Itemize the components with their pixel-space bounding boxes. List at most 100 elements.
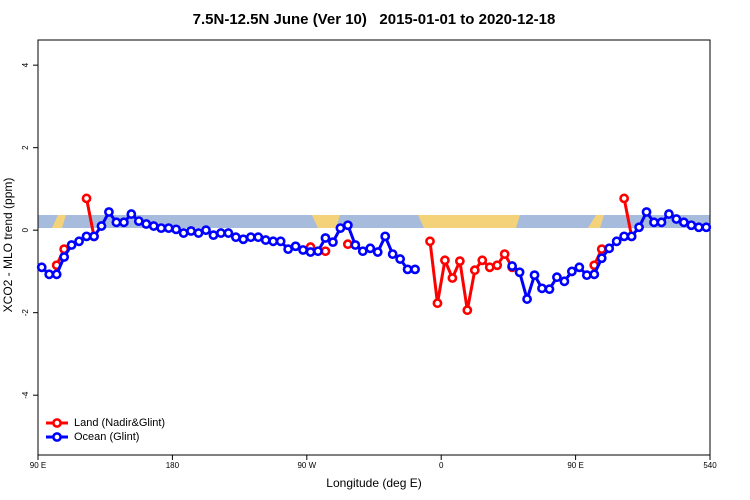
legend-marker bbox=[52, 418, 62, 428]
data-point bbox=[298, 245, 308, 255]
data-point bbox=[693, 222, 704, 233]
series-line bbox=[428, 241, 514, 311]
legend-label: Ocean (Glint) bbox=[74, 431, 139, 443]
data-point bbox=[484, 262, 495, 273]
data-point bbox=[432, 298, 443, 309]
data-point bbox=[320, 233, 331, 243]
data-point bbox=[440, 255, 450, 266]
data-point bbox=[275, 236, 286, 247]
data-point bbox=[357, 246, 368, 257]
series-line bbox=[622, 198, 634, 237]
data-point bbox=[447, 273, 458, 283]
data-point bbox=[514, 267, 525, 278]
data-point bbox=[380, 231, 391, 242]
data-point bbox=[350, 240, 361, 250]
data-point bbox=[230, 232, 241, 243]
data-point bbox=[89, 231, 99, 242]
data-point bbox=[477, 255, 488, 266]
data-point bbox=[335, 223, 346, 234]
y-tick-label: -2 bbox=[21, 309, 30, 317]
data-point bbox=[328, 237, 338, 248]
x-tick-label: 90 E bbox=[567, 461, 583, 470]
data-point bbox=[186, 226, 196, 236]
data-point bbox=[81, 231, 92, 242]
y-axis-label: XCO2 - MLO trend (ppm) bbox=[1, 178, 15, 313]
data-point bbox=[81, 193, 92, 204]
data-point bbox=[104, 207, 114, 217]
data-point bbox=[305, 247, 316, 257]
data-point bbox=[133, 216, 144, 226]
data-point bbox=[522, 294, 532, 304]
data-point bbox=[507, 261, 518, 271]
x-axis-label: Longitude (deg E) bbox=[326, 476, 421, 490]
x-tick-label: 90 E bbox=[30, 461, 46, 470]
data-point bbox=[410, 264, 420, 275]
data-point bbox=[342, 239, 353, 250]
data-point bbox=[604, 243, 615, 254]
data-point bbox=[544, 284, 555, 295]
data-point bbox=[626, 231, 637, 242]
legend-marker bbox=[52, 432, 62, 442]
legend-label: Land (Nadir&Glint) bbox=[74, 417, 165, 429]
data-point bbox=[395, 254, 406, 264]
data-point bbox=[126, 209, 137, 219]
data-point bbox=[74, 236, 84, 247]
data-point bbox=[245, 232, 256, 243]
data-point bbox=[686, 220, 697, 231]
data-point bbox=[193, 228, 204, 238]
data-point bbox=[596, 244, 607, 255]
data-point bbox=[66, 240, 77, 250]
x-tick-label: 180 bbox=[166, 461, 180, 470]
data-point bbox=[141, 219, 152, 229]
data-point bbox=[462, 305, 473, 316]
data-point bbox=[559, 276, 570, 287]
data-point bbox=[320, 246, 331, 257]
data-point bbox=[208, 230, 219, 241]
data-point bbox=[634, 222, 644, 233]
data-point bbox=[156, 223, 167, 234]
data-point bbox=[664, 209, 674, 219]
data-point bbox=[171, 224, 182, 235]
data-point bbox=[611, 236, 622, 247]
data-point bbox=[201, 225, 211, 236]
data-point bbox=[118, 217, 129, 228]
data-point bbox=[581, 270, 592, 281]
data-point bbox=[499, 249, 510, 260]
data-point bbox=[387, 249, 398, 260]
x-tick-label: 0 bbox=[439, 461, 444, 470]
data-point bbox=[96, 221, 107, 231]
data-point bbox=[641, 207, 652, 217]
data-point bbox=[290, 241, 301, 252]
data-point bbox=[342, 220, 353, 231]
data-point bbox=[268, 236, 279, 247]
data-point bbox=[552, 272, 562, 283]
data-point bbox=[260, 235, 271, 245]
data-point bbox=[701, 222, 712, 233]
y-tick-label: 0 bbox=[21, 227, 30, 232]
data-point bbox=[596, 253, 607, 264]
data-point bbox=[148, 221, 159, 231]
data-point bbox=[283, 244, 294, 255]
data-point bbox=[619, 193, 630, 204]
data-point bbox=[649, 217, 659, 228]
data-point bbox=[372, 247, 383, 257]
data-point bbox=[402, 264, 413, 275]
data-point bbox=[574, 262, 585, 273]
data-point bbox=[44, 269, 55, 280]
data-point bbox=[619, 231, 630, 242]
data-point bbox=[223, 228, 234, 238]
data-point bbox=[589, 269, 600, 280]
data-point bbox=[469, 265, 480, 276]
data-point bbox=[238, 234, 249, 245]
data-point bbox=[425, 236, 435, 247]
data-point bbox=[111, 217, 122, 228]
y-tick-label: -4 bbox=[21, 391, 30, 399]
data-point bbox=[566, 266, 577, 277]
data-point bbox=[59, 252, 70, 262]
data-point bbox=[163, 223, 174, 234]
data-point bbox=[454, 256, 465, 267]
x-tick-label: 540 bbox=[703, 461, 717, 470]
chart-title: 7.5N-12.5N June (Ver 10) 2015-01-01 to 2… bbox=[193, 11, 556, 28]
map-strip bbox=[38, 215, 710, 228]
data-point bbox=[537, 283, 547, 294]
